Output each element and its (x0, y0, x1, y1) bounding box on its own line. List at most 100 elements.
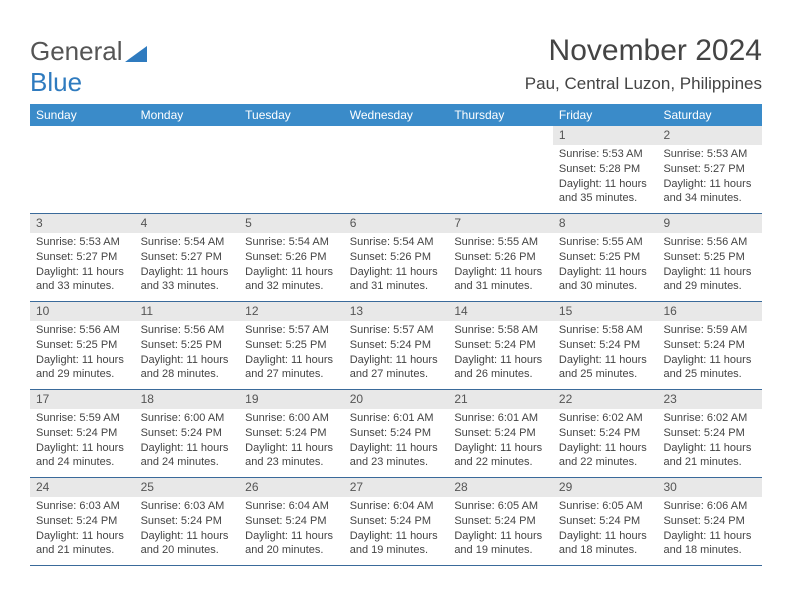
day-number: 17 (30, 390, 135, 409)
day-body: Sunrise: 5:53 AMSunset: 5:28 PMDaylight:… (553, 145, 658, 213)
day-cell: 21Sunrise: 6:01 AMSunset: 5:24 PMDayligh… (448, 390, 553, 477)
day-cell: 16Sunrise: 5:59 AMSunset: 5:24 PMDayligh… (657, 302, 762, 389)
day-ss: Sunset: 5:24 PM (36, 515, 129, 529)
day-number: 15 (553, 302, 658, 321)
day-d1: Daylight: 11 hours (559, 530, 652, 544)
day-ss: Sunset: 5:25 PM (36, 339, 129, 353)
day-cell: 27Sunrise: 6:04 AMSunset: 5:24 PMDayligh… (344, 478, 449, 565)
day-d2: and 29 minutes. (36, 368, 129, 382)
day-d2: and 24 minutes. (36, 456, 129, 470)
day-body: Sunrise: 5:55 AMSunset: 5:26 PMDaylight:… (448, 233, 553, 301)
day-number: 14 (448, 302, 553, 321)
day-number: 8 (553, 214, 658, 233)
day-body: Sunrise: 5:53 AMSunset: 5:27 PMDaylight:… (30, 233, 135, 301)
day-body: Sunrise: 5:57 AMSunset: 5:24 PMDaylight:… (344, 321, 449, 389)
day-sr: Sunrise: 5:58 AM (559, 324, 652, 338)
day-d1: Daylight: 11 hours (141, 354, 234, 368)
day-cell: 22Sunrise: 6:02 AMSunset: 5:24 PMDayligh… (553, 390, 658, 477)
day-d1: Daylight: 11 hours (559, 354, 652, 368)
day-number: 22 (553, 390, 658, 409)
day-cell: 18Sunrise: 6:00 AMSunset: 5:24 PMDayligh… (135, 390, 240, 477)
day-body: Sunrise: 6:06 AMSunset: 5:24 PMDaylight:… (657, 497, 762, 565)
day-d2: and 20 minutes. (245, 544, 338, 558)
day-ss: Sunset: 5:24 PM (350, 339, 443, 353)
day-d2: and 27 minutes. (245, 368, 338, 382)
day-d2: and 24 minutes. (141, 456, 234, 470)
day-sr: Sunrise: 6:05 AM (454, 500, 547, 514)
day-d1: Daylight: 11 hours (141, 266, 234, 280)
weekday-header: Friday (553, 104, 658, 126)
day-sr: Sunrise: 6:05 AM (559, 500, 652, 514)
day-ss: Sunset: 5:24 PM (350, 515, 443, 529)
day-d1: Daylight: 11 hours (454, 266, 547, 280)
day-d2: and 34 minutes. (663, 192, 756, 206)
day-d2: and 25 minutes. (663, 368, 756, 382)
day-cell: 7Sunrise: 5:55 AMSunset: 5:26 PMDaylight… (448, 214, 553, 301)
logo-general: General (30, 36, 123, 66)
day-ss: Sunset: 5:24 PM (141, 515, 234, 529)
day-d2: and 18 minutes. (663, 544, 756, 558)
week-row: 10Sunrise: 5:56 AMSunset: 5:25 PMDayligh… (30, 302, 762, 390)
day-sr: Sunrise: 6:00 AM (245, 412, 338, 426)
week-row: 1Sunrise: 5:53 AMSunset: 5:28 PMDaylight… (30, 126, 762, 214)
day-body: Sunrise: 6:05 AMSunset: 5:24 PMDaylight:… (448, 497, 553, 565)
day-sr: Sunrise: 6:04 AM (350, 500, 443, 514)
day-number: 24 (30, 478, 135, 497)
day-sr: Sunrise: 5:56 AM (36, 324, 129, 338)
day-body: Sunrise: 6:05 AMSunset: 5:24 PMDaylight:… (553, 497, 658, 565)
logo: General Blue (30, 36, 147, 98)
day-sr: Sunrise: 6:01 AM (350, 412, 443, 426)
day-body: Sunrise: 6:00 AMSunset: 5:24 PMDaylight:… (135, 409, 240, 477)
day-d1: Daylight: 11 hours (141, 530, 234, 544)
day-body: Sunrise: 5:59 AMSunset: 5:24 PMDaylight:… (30, 409, 135, 477)
day-d2: and 23 minutes. (350, 456, 443, 470)
day-body: Sunrise: 6:03 AMSunset: 5:24 PMDaylight:… (30, 497, 135, 565)
day-ss: Sunset: 5:24 PM (559, 515, 652, 529)
day-cell: 14Sunrise: 5:58 AMSunset: 5:24 PMDayligh… (448, 302, 553, 389)
day-d1: Daylight: 11 hours (36, 442, 129, 456)
day-d1: Daylight: 11 hours (350, 266, 443, 280)
day-d2: and 29 minutes. (663, 280, 756, 294)
day-d2: and 33 minutes. (36, 280, 129, 294)
weekday-header: Tuesday (239, 104, 344, 126)
day-body: Sunrise: 5:54 AMSunset: 5:26 PMDaylight:… (239, 233, 344, 301)
day-ss: Sunset: 5:28 PM (559, 163, 652, 177)
day-number: 10 (30, 302, 135, 321)
day-cell: 5Sunrise: 5:54 AMSunset: 5:26 PMDaylight… (239, 214, 344, 301)
day-number: 1 (553, 126, 658, 145)
day-d1: Daylight: 11 hours (350, 442, 443, 456)
day-number: 30 (657, 478, 762, 497)
day-d1: Daylight: 11 hours (245, 266, 338, 280)
day-number: 16 (657, 302, 762, 321)
day-sr: Sunrise: 6:02 AM (559, 412, 652, 426)
day-d1: Daylight: 11 hours (350, 530, 443, 544)
day-cell: 3Sunrise: 5:53 AMSunset: 5:27 PMDaylight… (30, 214, 135, 301)
day-ss: Sunset: 5:24 PM (245, 515, 338, 529)
day-d2: and 30 minutes. (559, 280, 652, 294)
day-sr: Sunrise: 5:53 AM (559, 148, 652, 162)
day-cell: 13Sunrise: 5:57 AMSunset: 5:24 PMDayligh… (344, 302, 449, 389)
day-body: Sunrise: 5:56 AMSunset: 5:25 PMDaylight:… (30, 321, 135, 389)
day-sr: Sunrise: 5:53 AM (663, 148, 756, 162)
day-number: 11 (135, 302, 240, 321)
day-cell: 8Sunrise: 5:55 AMSunset: 5:25 PMDaylight… (553, 214, 658, 301)
day-body: Sunrise: 6:04 AMSunset: 5:24 PMDaylight:… (344, 497, 449, 565)
day-ss: Sunset: 5:24 PM (454, 339, 547, 353)
day-sr: Sunrise: 6:01 AM (454, 412, 547, 426)
day-d1: Daylight: 11 hours (454, 530, 547, 544)
day-sr: Sunrise: 6:06 AM (663, 500, 756, 514)
day-number: 28 (448, 478, 553, 497)
day-d2: and 20 minutes. (141, 544, 234, 558)
day-body: Sunrise: 5:58 AMSunset: 5:24 PMDaylight:… (553, 321, 658, 389)
day-cell: 4Sunrise: 5:54 AMSunset: 5:27 PMDaylight… (135, 214, 240, 301)
day-body: Sunrise: 6:02 AMSunset: 5:24 PMDaylight:… (553, 409, 658, 477)
day-d2: and 25 minutes. (559, 368, 652, 382)
day-d1: Daylight: 11 hours (141, 442, 234, 456)
day-d1: Daylight: 11 hours (36, 266, 129, 280)
day-sr: Sunrise: 5:57 AM (245, 324, 338, 338)
day-d1: Daylight: 11 hours (36, 354, 129, 368)
day-body: Sunrise: 5:56 AMSunset: 5:25 PMDaylight:… (135, 321, 240, 389)
day-ss: Sunset: 5:27 PM (141, 251, 234, 265)
day-cell (135, 126, 240, 213)
day-number: 25 (135, 478, 240, 497)
